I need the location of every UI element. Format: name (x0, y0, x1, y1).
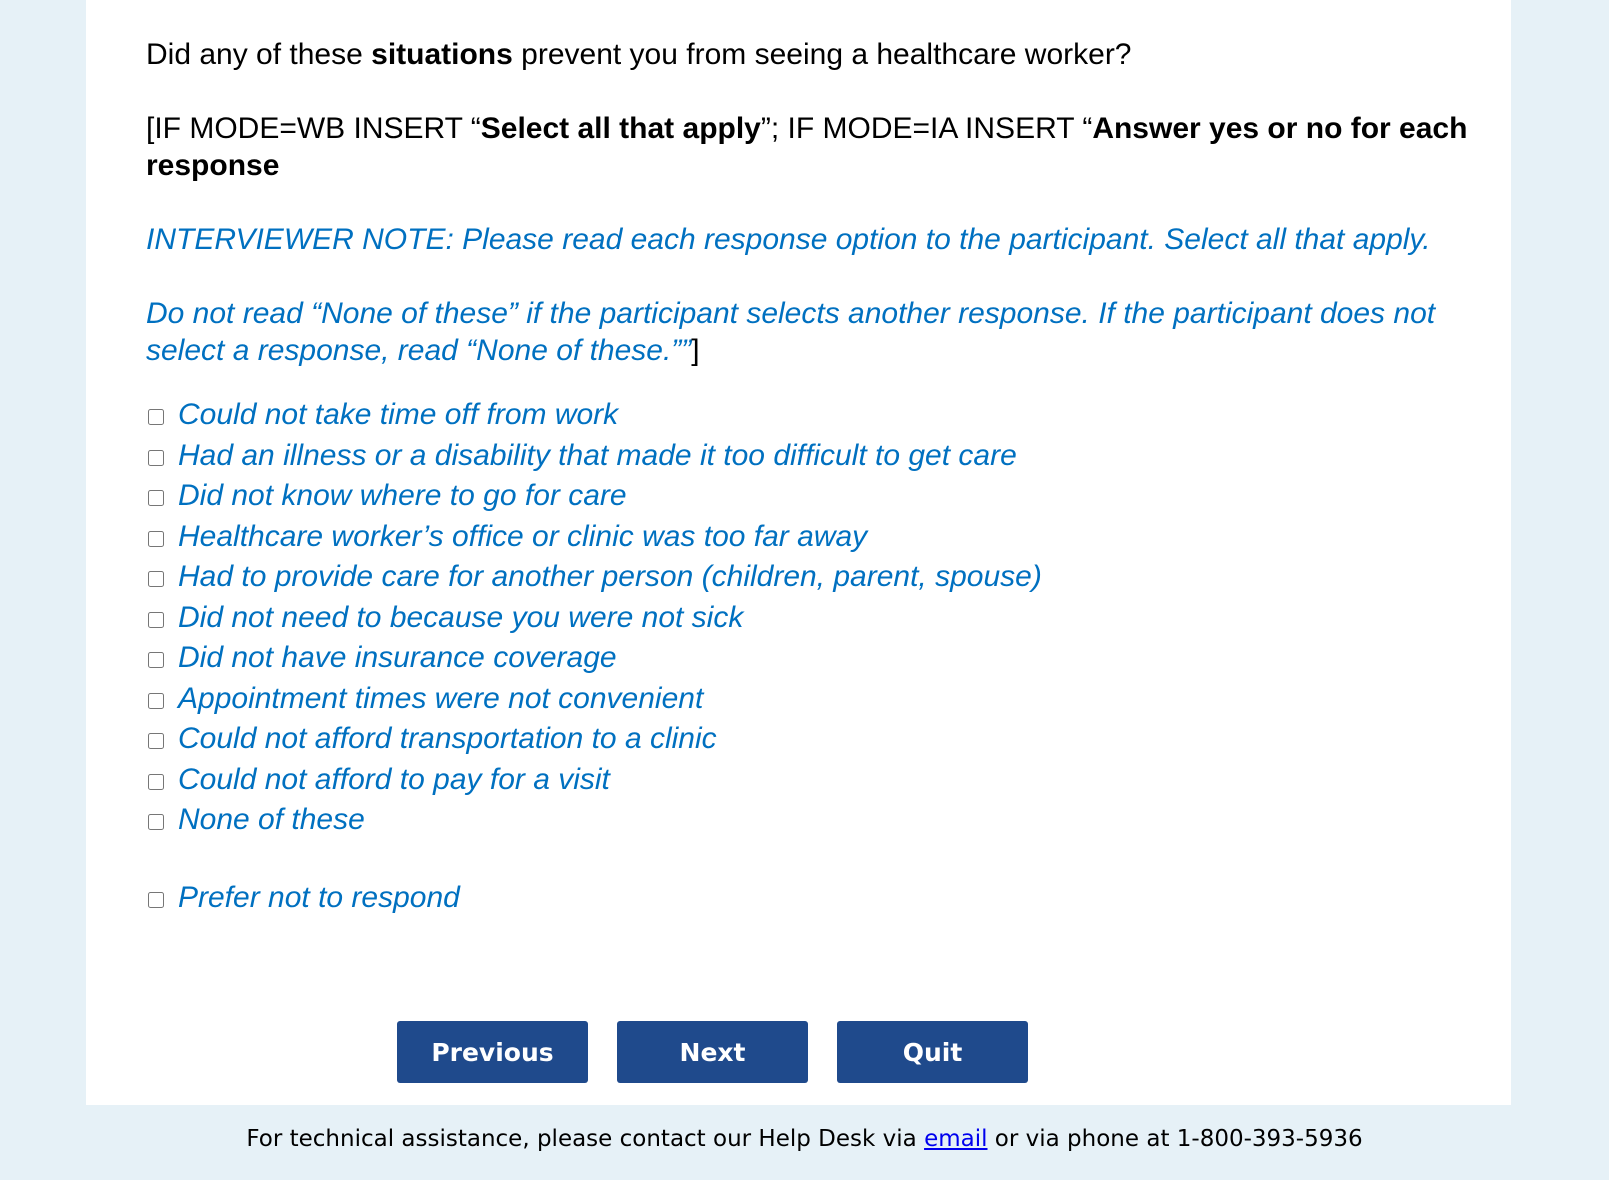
option-item[interactable]: Healthcare worker’s office or clinic was… (146, 517, 1516, 558)
options-list: Could not take time off from work Had an … (146, 395, 1516, 841)
option-checkbox[interactable] (148, 652, 164, 669)
question-pre: Did any of these (146, 38, 372, 71)
option-checkbox[interactable] (148, 814, 164, 831)
option-label: Did not need to because you were not sic… (178, 600, 744, 634)
note2-text: Do not read “None of these” if the parti… (146, 297, 1436, 367)
option-item[interactable]: Did not have insurance coverage (146, 638, 1516, 679)
survey-panel: Did any of these situations prevent you … (86, 0, 1511, 1105)
instr-b1: Select all that apply (480, 112, 761, 145)
option-label: Had an illness or a disability that made… (178, 438, 1017, 472)
option-checkbox[interactable] (148, 409, 164, 426)
footer: For technical assistance, please contact… (0, 1126, 1609, 1152)
footer-phone: or via phone at 1-800-393-5936 (987, 1126, 1363, 1152)
next-button[interactable]: Next (617, 1021, 808, 1083)
option-checkbox[interactable] (148, 891, 164, 908)
option-label: Did not have insurance coverage (178, 641, 617, 675)
email-link[interactable]: email (924, 1126, 988, 1152)
nav-buttons: Previous Next Quit (397, 1021, 1028, 1083)
option-item[interactable]: Could not take time off from work (146, 395, 1516, 436)
option-item[interactable]: Did not need to because you were not sic… (146, 598, 1516, 639)
question-post: prevent you from seeing a healthcare wor… (512, 38, 1132, 71)
previous-button[interactable]: Previous (397, 1021, 588, 1083)
option-prefer-not[interactable]: Prefer not to respond (146, 878, 1516, 919)
option-checkbox[interactable] (148, 611, 164, 628)
mode-instruction: [IF MODE=WB INSERT “Select all that appl… (146, 110, 1516, 184)
option-checkbox[interactable] (148, 449, 164, 466)
option-label: None of these (178, 803, 365, 837)
interviewer-note-2: Do not read “None of these” if the parti… (146, 295, 1516, 369)
option-item[interactable]: Could not afford transportation to a cli… (146, 719, 1516, 760)
option-checkbox[interactable] (148, 733, 164, 750)
question-text: Did any of these situations prevent you … (146, 36, 1516, 73)
option-checkbox[interactable] (148, 530, 164, 547)
option-label: Healthcare worker’s office or clinic was… (178, 519, 868, 553)
option-checkbox[interactable] (148, 490, 164, 507)
option-item[interactable]: Had an illness or a disability that made… (146, 436, 1516, 477)
option-checkbox[interactable] (148, 571, 164, 588)
option-item[interactable]: Could not afford to pay for a visit (146, 760, 1516, 801)
option-label: Could not afford transportation to a cli… (178, 722, 717, 756)
option-item[interactable]: Appointment times were not convenient (146, 679, 1516, 720)
instr-p1: [IF MODE=WB INSERT “ (146, 112, 481, 145)
quit-button[interactable]: Quit (837, 1021, 1028, 1083)
option-item[interactable]: Had to provide care for another person (… (146, 557, 1516, 598)
option-item[interactable]: None of these (146, 800, 1516, 841)
option-label: Prefer not to respond (178, 880, 460, 914)
option-label: Could not take time off from work (178, 398, 619, 432)
option-checkbox[interactable] (148, 773, 164, 790)
option-item[interactable]: Did not know where to go for care (146, 476, 1516, 517)
option-label: Could not afford to pay for a visit (178, 762, 610, 796)
option-checkbox[interactable] (148, 692, 164, 709)
option-label: Had to provide care for another person (… (178, 560, 1042, 594)
interviewer-note: INTERVIEWER NOTE: Please read each respo… (146, 223, 1431, 256)
question-content: Did any of these situations prevent you … (146, 36, 1516, 918)
option-label: Did not know where to go for care (178, 479, 627, 513)
note2-bracket: ] (691, 334, 700, 367)
option-label: Appointment times were not convenient (178, 681, 704, 715)
instr-b2: Answer yes or no for each response (146, 112, 1468, 182)
footer-text: For technical assistance, please contact… (246, 1126, 925, 1152)
instr-p2: ”; IF MODE=IA INSERT “ (760, 112, 1093, 145)
question-bold: situations (371, 38, 513, 71)
